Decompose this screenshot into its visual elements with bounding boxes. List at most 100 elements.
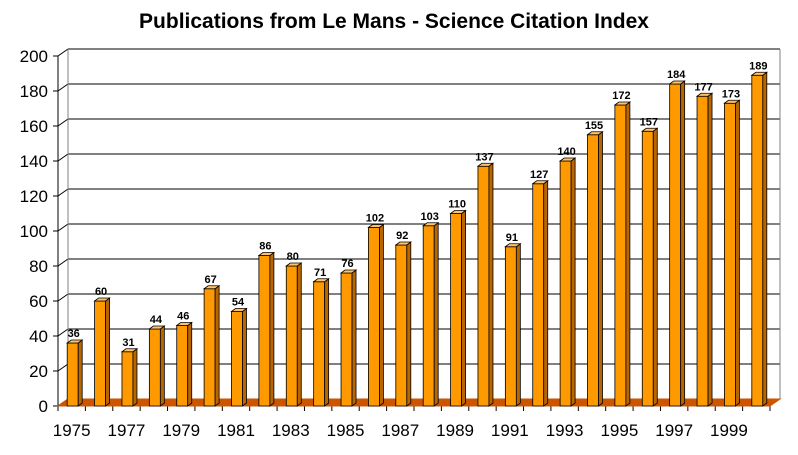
- bar-side: [406, 241, 412, 407]
- bar: [367, 223, 385, 407]
- bar-top: [586, 131, 604, 136]
- y-tick-label: 180: [20, 82, 48, 101]
- bar-top: [339, 269, 358, 274]
- bar-front: [94, 300, 106, 407]
- bar-top: [367, 224, 385, 228]
- bar-top: [312, 278, 330, 283]
- data-label: 173: [722, 88, 740, 100]
- bar-side: [735, 99, 740, 407]
- bar: [339, 269, 358, 407]
- y-tick-label: 80: [29, 257, 48, 276]
- bar: [230, 307, 248, 407]
- bar: [175, 321, 193, 407]
- bar: [120, 347, 139, 407]
- data-label: 76: [341, 258, 353, 270]
- bar: [641, 127, 659, 407]
- bar-front: [203, 288, 216, 407]
- data-label: 177: [694, 81, 712, 93]
- gridline-side: [57, 118, 69, 127]
- bar: [257, 251, 276, 407]
- bar-top: [750, 71, 769, 76]
- bar-side: [570, 157, 576, 407]
- bar-side: [625, 101, 631, 407]
- x-tick-label: 1995: [600, 421, 638, 440]
- bar: [449, 209, 467, 407]
- gridline-side: [57, 293, 69, 302]
- bar-top: [175, 322, 193, 326]
- bar-side: [296, 262, 302, 407]
- y-tick-label: 40: [29, 327, 48, 346]
- bar: [613, 101, 632, 407]
- data-label: 46: [177, 311, 189, 323]
- gridline-side: [57, 223, 69, 232]
- data-label: 86: [259, 241, 271, 253]
- x-tick-label: 1993: [546, 421, 584, 440]
- bar: [695, 92, 714, 407]
- gridline-side: [57, 363, 69, 372]
- bar-side: [543, 179, 549, 407]
- bar-side: [707, 92, 713, 407]
- bar-front: [395, 244, 408, 407]
- bar-side: [515, 242, 521, 407]
- bar-top: [613, 101, 632, 106]
- data-label: 103: [421, 211, 439, 223]
- bar: [148, 325, 166, 407]
- bar-side: [324, 277, 330, 407]
- x-tick-label: 1991: [491, 421, 529, 440]
- bar-top: [421, 222, 440, 227]
- data-labels: 36 60 31 44 46 67 54 86 80 71 76 102 92 103 110 137 91 12…: [68, 60, 768, 349]
- bar-top: [504, 243, 522, 248]
- bar-front: [724, 102, 736, 407]
- bar-side: [132, 347, 138, 407]
- bar-top: [93, 297, 111, 302]
- bar-top: [394, 241, 413, 246]
- bar-top: [120, 348, 139, 353]
- gridline-side: [57, 83, 69, 92]
- bar-top: [558, 157, 577, 162]
- bar-front: [176, 325, 189, 407]
- bar: [394, 241, 413, 407]
- bar-side: [598, 130, 603, 407]
- x-axis-ticks: 1975 1977 1979 1981 1983 1985 1987 1989 1991 1993…: [53, 421, 748, 440]
- gridline-side: [57, 153, 69, 162]
- bar-top: [230, 308, 248, 312]
- bar-side: [433, 221, 439, 407]
- x-tick-label: 1997: [655, 421, 693, 440]
- gridline-side: [57, 328, 69, 337]
- x-tick-label: 1985: [327, 421, 365, 440]
- data-label: 54: [232, 297, 245, 309]
- bar-top: [285, 262, 303, 267]
- bars: [65, 71, 769, 407]
- bar-side: [242, 307, 247, 407]
- bar-front: [66, 342, 79, 407]
- bar: [312, 277, 330, 407]
- bar-top: [723, 99, 741, 104]
- bar-front: [285, 265, 298, 407]
- bar: [476, 162, 495, 407]
- data-label: 140: [557, 146, 575, 158]
- bar-front: [121, 351, 134, 407]
- bar-top: [202, 285, 221, 290]
- data-label: 80: [287, 251, 299, 263]
- data-label: 157: [640, 116, 658, 128]
- bar-front: [696, 95, 709, 407]
- gridline-side: [57, 48, 69, 57]
- data-label: 71: [314, 267, 326, 279]
- y-tick-label: 120: [20, 187, 48, 206]
- y-tick-label: 60: [29, 292, 48, 311]
- chart-title: Publications from Le Mans - Science Cita…: [139, 10, 649, 33]
- data-label: 137: [475, 151, 493, 163]
- data-label: 60: [95, 286, 107, 298]
- bar-top: [65, 339, 84, 344]
- bar-front: [368, 227, 380, 407]
- bar: [668, 80, 686, 407]
- x-tick-label: 1977: [108, 421, 146, 440]
- bar: [421, 221, 440, 407]
- bar-top: [257, 252, 276, 256]
- bar-side: [379, 223, 384, 407]
- bar-front: [532, 183, 545, 407]
- data-label: 67: [204, 274, 216, 286]
- x-tick-label: 1975: [53, 421, 91, 440]
- bar-front: [559, 160, 572, 407]
